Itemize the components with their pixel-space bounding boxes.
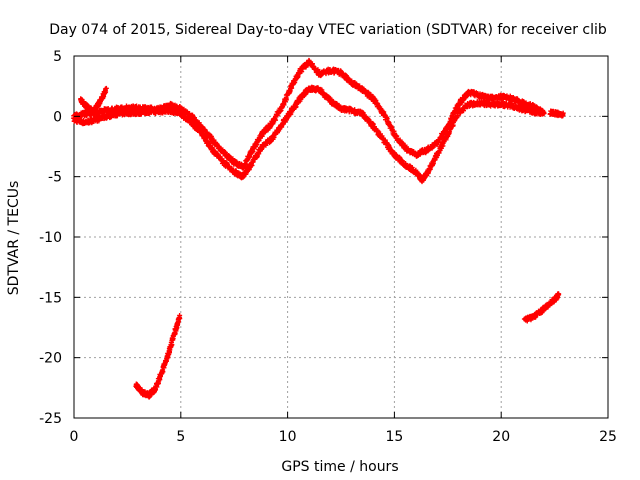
x-tick-label: 10 xyxy=(279,429,297,445)
data-point xyxy=(193,117,199,123)
x-axis-title: GPS time / hours xyxy=(281,459,398,475)
data-point xyxy=(277,108,283,114)
series-early-spur xyxy=(78,85,109,115)
series-main-band-upper xyxy=(71,57,547,171)
data-point xyxy=(103,85,109,91)
data-point xyxy=(250,148,256,154)
y-tick-label: -20 xyxy=(39,351,62,367)
x-tick-label: 0 xyxy=(70,429,79,445)
x-tick-label: 15 xyxy=(385,429,403,445)
data-point xyxy=(560,113,566,119)
data-point xyxy=(177,315,183,321)
x-tick-label: 20 xyxy=(492,429,510,445)
data-point xyxy=(556,291,562,297)
data-points xyxy=(71,57,566,400)
y-tick-label: 5 xyxy=(53,49,62,65)
axis-ticks: 0 5 10 15 20 25 -25 -20 -15 -10 -5 0 5 xyxy=(39,49,617,445)
y-tick-label: -5 xyxy=(48,170,62,186)
series-lower-right-segment xyxy=(521,291,562,324)
series-late-tail xyxy=(547,108,566,119)
series-lower-left-arc xyxy=(133,312,183,400)
y-axis-title: SDTVAR / TECUs xyxy=(6,181,22,296)
data-point xyxy=(387,145,393,151)
data-point xyxy=(159,369,165,375)
y-tick-label: 0 xyxy=(53,109,62,125)
chart-title: Day 074 of 2015, Sidereal Day-to-day VTE… xyxy=(49,22,607,38)
data-point xyxy=(103,89,109,95)
y-tick-label: -15 xyxy=(39,290,62,306)
series-main-band-lower xyxy=(71,84,547,185)
y-tick-label: -10 xyxy=(39,230,62,246)
data-point xyxy=(249,162,255,168)
data-point xyxy=(541,110,547,116)
x-tick-label: 5 xyxy=(176,429,185,445)
x-tick-label: 25 xyxy=(599,429,617,445)
y-tick-label: -25 xyxy=(39,411,62,427)
